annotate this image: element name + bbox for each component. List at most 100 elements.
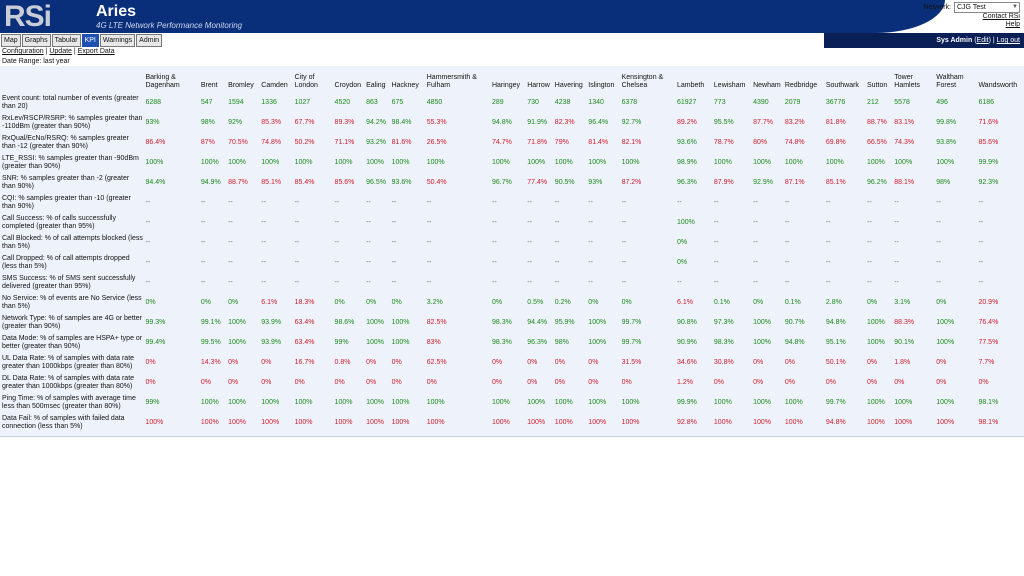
- column-header: Bromley: [228, 82, 254, 89]
- metric-label: CQI: % samples greater than -10 (greater…: [2, 195, 131, 210]
- kpi-value-cell: --: [894, 259, 899, 266]
- table-row: RxLev/RSCP/RSRP: % samples greater than …: [2, 113, 1024, 133]
- kpi-value-cell: 0%: [936, 359, 947, 366]
- edit-user-link[interactable]: Edit: [976, 37, 989, 44]
- kpi-value-cell: 88.1%: [894, 179, 915, 186]
- kpi-value-cell: 100%: [366, 399, 385, 406]
- kpi-value-cell: 71.1%: [334, 139, 355, 146]
- kpi-value-cell: --: [491, 219, 497, 226]
- kpi-value-cell: 99.5%: [200, 339, 221, 346]
- kpi-value-cell: --: [753, 239, 758, 246]
- update-link[interactable]: Update: [49, 48, 72, 55]
- kpi-value-cell: --: [867, 279, 872, 286]
- tab-admin[interactable]: Admin: [136, 34, 163, 47]
- kpi-value-cell: 0%: [894, 379, 905, 386]
- kpi-value-cell: 95.1%: [825, 339, 846, 346]
- kpi-value-cell: 6288: [145, 99, 162, 106]
- configuration-link[interactable]: Configuration: [2, 48, 44, 55]
- tab-map[interactable]: Map: [1, 34, 21, 47]
- tab-warnings[interactable]: Warnings: [99, 34, 136, 47]
- kpi-value-cell: 5578: [894, 99, 910, 106]
- kpi-value-cell: 100%: [228, 419, 246, 426]
- kpi-value-cell: --: [713, 259, 719, 266]
- kpi-value-cell: 91.9%: [527, 119, 548, 126]
- rsi-logo: RSi: [4, 2, 84, 32]
- contact-link[interactable]: Contact RSi: [982, 13, 1020, 20]
- kpi-value-cell: 0%: [621, 379, 632, 386]
- kpi-value-cell: 0%: [867, 379, 878, 386]
- kpi-value-cell: 100%: [894, 159, 913, 166]
- kpi-value-cell: 82.3%: [554, 119, 575, 126]
- kpi-value-cell: --: [145, 199, 151, 206]
- kpi-value-cell: --: [200, 199, 206, 206]
- kpi-table: Barking & Dagenham Brent Bromley Camden City…: [2, 74, 1024, 433]
- tab-bar: Map Graphs Tabular KPI Warnings Admin: [0, 33, 1024, 47]
- kpi-value-cell: --: [936, 259, 941, 266]
- kpi-value-cell: 0%: [491, 379, 503, 386]
- network-label: Network:: [923, 3, 951, 11]
- kpi-value-cell: 100%: [588, 159, 607, 166]
- table-row: UL Data Rate: % of samples with data rat…: [2, 353, 1024, 373]
- kpi-value-cell: --: [894, 279, 899, 286]
- kpi-value-cell: 93.6%: [391, 179, 412, 186]
- kpi-value-cell: 93.9%: [261, 339, 282, 346]
- tab-tabular[interactable]: Tabular: [51, 34, 81, 47]
- kpi-value-cell: 100%: [366, 419, 385, 426]
- kpi-value-cell: 0%: [676, 239, 688, 246]
- metric-header: [2, 74, 146, 93]
- kpi-value-cell: 74.3%: [894, 139, 915, 146]
- kpi-value-cell: 0%: [491, 299, 503, 306]
- kpi-value-cell: 0%: [753, 359, 764, 366]
- kpi-value-cell: 98%: [200, 119, 215, 126]
- kpi-value-cell: 100%: [366, 159, 385, 166]
- export-data-link[interactable]: Export Data: [77, 48, 115, 55]
- kpi-value-cell: --: [261, 239, 266, 246]
- kpi-value-cell: 98%: [554, 339, 569, 346]
- chevron-down-icon: ▼: [1012, 4, 1018, 10]
- kpi-value-cell: 90.1%: [894, 339, 915, 346]
- tab-kpi[interactable]: KPI: [81, 34, 99, 47]
- kpi-value-cell: --: [261, 279, 266, 286]
- kpi-value-cell: 100%: [228, 319, 246, 326]
- tab-graphs[interactable]: Graphs: [21, 34, 51, 47]
- network-select[interactable]: CJG Test ▼: [954, 2, 1020, 13]
- kpi-value-cell: 289: [491, 99, 504, 106]
- kpi-value-cell: --: [713, 239, 719, 246]
- app-title: Aries: [96, 3, 137, 20]
- kpi-value-cell: 4390: [753, 99, 769, 106]
- kpi-value-cell: 100%: [261, 419, 280, 426]
- kpi-value-cell: 100%: [713, 159, 732, 166]
- kpi-value-cell: 1.8%: [894, 359, 911, 366]
- kpi-value-cell: 78.7%: [713, 139, 734, 146]
- kpi-value-cell: 100%: [825, 159, 844, 166]
- logout-link[interactable]: Log out: [996, 37, 1020, 44]
- column-header: Sutton: [867, 82, 888, 89]
- kpi-value-cell: --: [825, 219, 831, 226]
- kpi-value-cell: --: [391, 239, 397, 246]
- kpi-value-cell: --: [753, 279, 758, 286]
- table-row: DL Data Rate: % of samples with data rat…: [2, 373, 1024, 393]
- table-row: Call Dropped: % of call attempts dropped…: [2, 253, 1024, 273]
- kpi-value-cell: --: [200, 219, 206, 226]
- kpi-value-cell: 94.9%: [200, 179, 221, 186]
- kpi-value-cell: 0%: [261, 379, 272, 386]
- kpi-value-cell: 100%: [391, 339, 410, 346]
- kpi-value-cell: --: [294, 219, 300, 226]
- kpi-value-cell: 100%: [867, 419, 885, 426]
- kpi-value-cell: 100%: [753, 399, 772, 406]
- kpi-value-cell: --: [978, 239, 984, 246]
- kpi-value-cell: 0%: [784, 359, 795, 366]
- column-header: Hammersmith & Fulham: [426, 74, 477, 89]
- kpi-value-cell: --: [867, 259, 872, 266]
- kpi-value-cell: 100%: [261, 159, 280, 166]
- kpi-value-cell: 1336: [261, 99, 277, 106]
- kpi-value-cell: 100%: [228, 399, 246, 406]
- kpi-value-cell: 0%: [713, 379, 725, 386]
- kpi-value-cell: 0%: [676, 259, 688, 266]
- kpi-value-cell: 100%: [294, 159, 313, 166]
- table-row: RxQual/EcNo/RSRQ: % samples greater than…: [2, 133, 1024, 153]
- kpi-value-cell: 3.2%: [426, 299, 443, 306]
- kpi-value-cell: 88.3%: [894, 319, 915, 326]
- help-link[interactable]: Help: [1005, 21, 1020, 28]
- kpi-value-cell: --: [366, 239, 371, 246]
